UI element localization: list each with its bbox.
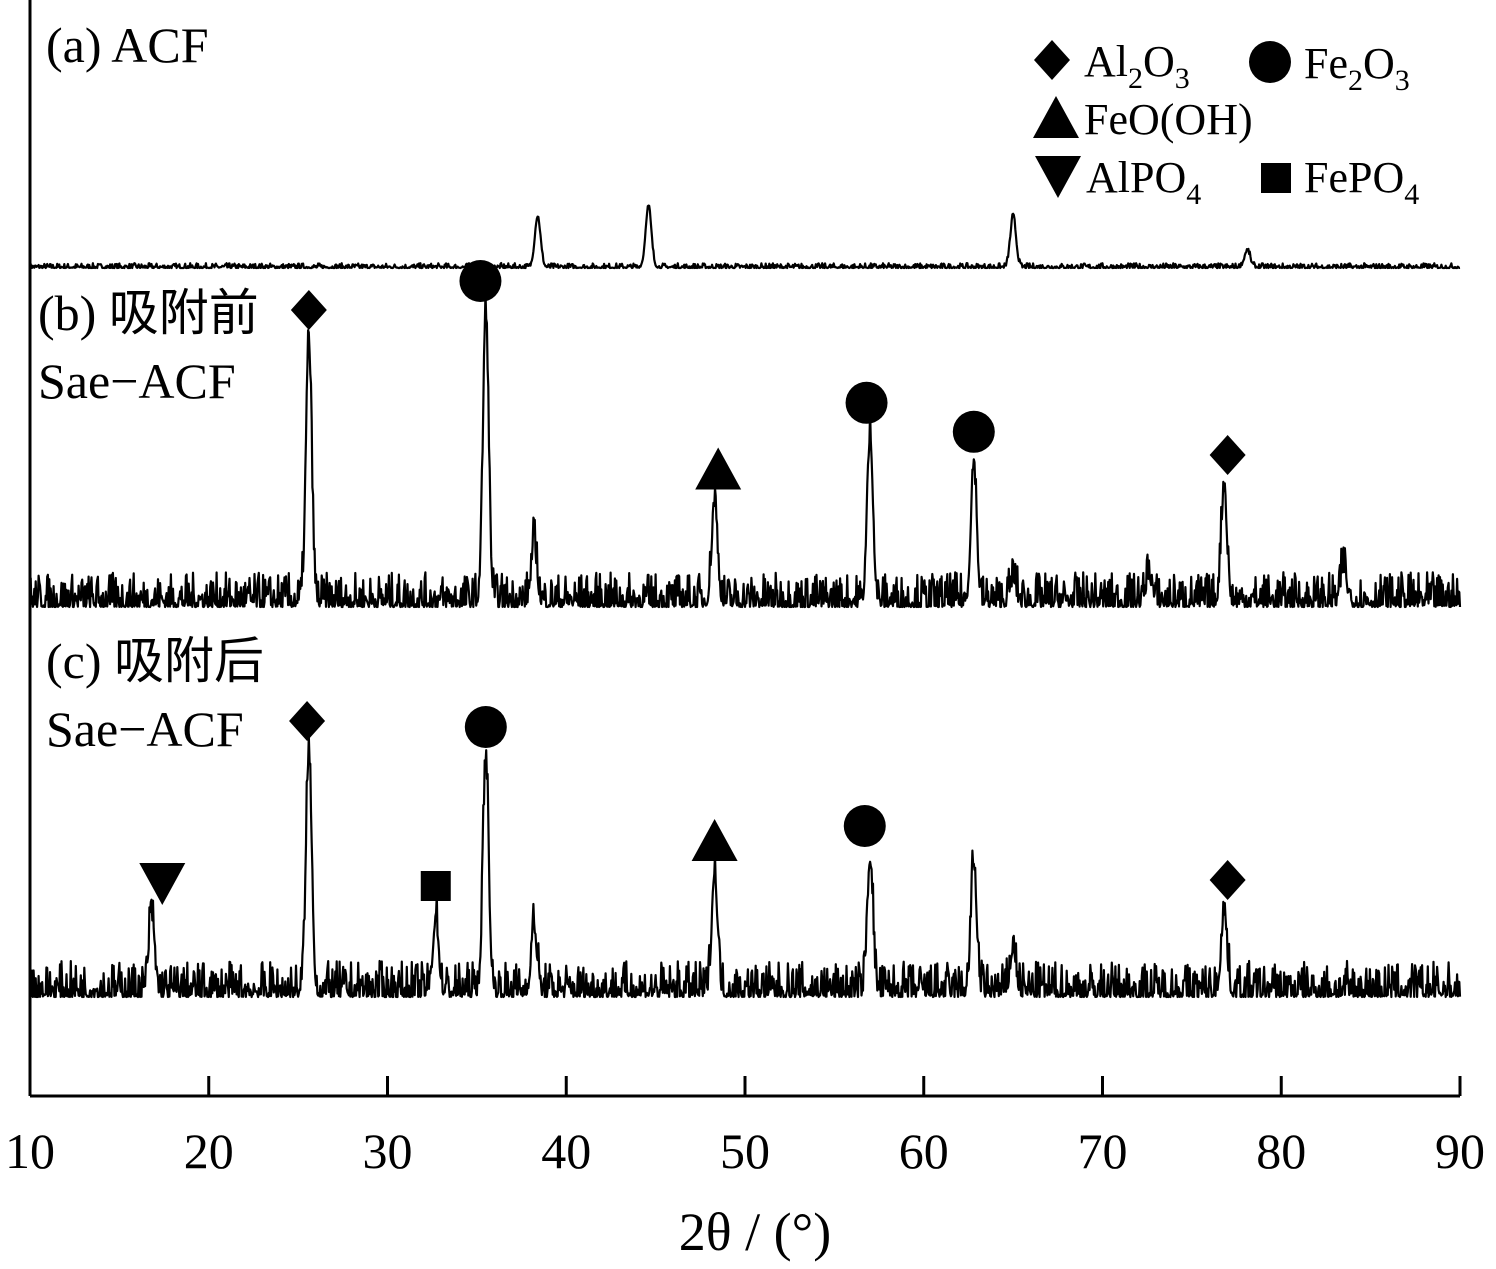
- x-tick-label: 90: [1435, 1123, 1485, 1179]
- legend-subscript: 4: [1186, 178, 1201, 211]
- panel-label-a: (a) ACF: [46, 17, 209, 73]
- legend-subscript: 4: [1404, 178, 1419, 211]
- x-tick-label: 10: [5, 1123, 55, 1179]
- marker-diamond: [289, 701, 326, 741]
- axes: [28, 0, 1460, 1098]
- phase-markers: [139, 260, 1246, 905]
- x-tick-label: 20: [184, 1123, 234, 1179]
- x-tick-label: 40: [541, 1123, 591, 1179]
- x-tick-label: 70: [1078, 1123, 1128, 1179]
- marker-circle: [459, 260, 502, 302]
- legend-marker-circle: [1249, 41, 1291, 83]
- marker-circle: [843, 805, 886, 847]
- panel-label-c: Sae−ACF: [46, 701, 244, 757]
- marker-diamond: [1209, 435, 1246, 475]
- marker-triangle-up: [691, 819, 738, 861]
- legend-text-part: Fe: [1304, 39, 1348, 88]
- legend-subscript: 2: [1348, 64, 1363, 97]
- marker-square: [420, 871, 451, 901]
- marker-diamond: [1209, 860, 1246, 900]
- legend-text-part: AlPO: [1086, 153, 1186, 202]
- legend-subscript: 2: [1128, 62, 1143, 95]
- marker-circle: [952, 410, 995, 453]
- legend-text-part: O: [1143, 37, 1175, 86]
- legend-label: AlPO4: [1086, 153, 1201, 211]
- x-tick-label: 60: [899, 1123, 949, 1179]
- legend-text-part: Al: [1084, 37, 1128, 86]
- legend-label: FeO(OH): [1084, 95, 1253, 144]
- marker-diamond: [290, 290, 327, 330]
- x-axis-title: 2θ / (°): [679, 1202, 831, 1262]
- legend-label: Al2O3: [1084, 37, 1190, 95]
- trace-a: [28, 204, 1461, 270]
- x-ticks: 10 20 30 40 50 60 70 80 90: [5, 1076, 1485, 1179]
- legend-label: Fe2O3: [1304, 39, 1410, 97]
- xrd-traces: [28, 204, 1462, 999]
- x-tick-label: 50: [720, 1123, 770, 1179]
- x-tick-label: 30: [363, 1123, 413, 1179]
- panel-label-c: (c) 吸附后: [46, 633, 264, 689]
- legend-subscript: 3: [1175, 62, 1190, 95]
- legend-text-part: FePO: [1304, 153, 1404, 202]
- marker-circle: [464, 706, 507, 748]
- trace-b: [28, 291, 1462, 609]
- panel-label-b: (b) 吸附前: [38, 285, 259, 341]
- x-tick-label: 80: [1256, 1123, 1306, 1179]
- legend-subscript: 3: [1395, 64, 1410, 97]
- legend-text-part: FeO(OH): [1084, 95, 1253, 144]
- marker-triangle-up: [695, 447, 742, 490]
- marker-circle: [845, 381, 888, 424]
- legend-marker-diamond: [1034, 40, 1070, 80]
- legend-marker-triangle-down: [1035, 156, 1081, 198]
- legend-label: FePO4: [1304, 153, 1419, 211]
- legend-marker-square: [1261, 163, 1291, 193]
- panel-label-b: Sae−ACF: [38, 353, 236, 409]
- trace-c: [28, 734, 1462, 999]
- marker-triangle-down: [139, 863, 186, 905]
- legend-marker-triangle-up: [1033, 96, 1079, 138]
- panel-labels: (a) ACF (b) 吸附前 Sae−ACF (c) 吸附后 Sae−ACF: [38, 17, 264, 757]
- legend-text-part: O: [1363, 39, 1395, 88]
